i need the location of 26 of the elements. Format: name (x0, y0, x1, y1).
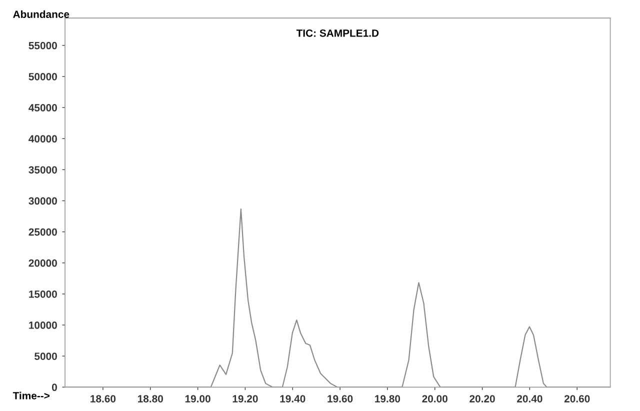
y-axis-title: Abundance (13, 10, 70, 18)
x-tick-label: 20.00 (422, 395, 448, 402)
y-tick-label: 45000 (28, 104, 57, 112)
x-axis-title: Time--> (12, 392, 50, 400)
text: TIC: SAMPLE1.D (296, 29, 379, 37)
y-tick-label: 55000 (28, 42, 57, 50)
y-tick-label: 25000 (28, 228, 57, 236)
x-tick-label: 18.60 (90, 395, 116, 402)
y-tick-label: 0 (52, 384, 57, 392)
y-tick-label: 30000 (28, 197, 57, 205)
x-tick-label: 19.20 (232, 395, 258, 402)
y-tick-label: 10000 (29, 322, 57, 329)
y-tick-label: 40000 (28, 135, 57, 142)
y-tick-label: 5000 (34, 352, 57, 360)
x-tick-label: 19.40 (280, 395, 306, 402)
x-tick-label: 19.00 (185, 395, 210, 402)
y-tick-label: 20000 (28, 259, 57, 267)
x-tick-label: 20.60 (564, 395, 590, 402)
y-tick-label: 15000 (29, 290, 57, 298)
x-tick-label: 19.60 (328, 395, 353, 402)
x-tick-label: 20.40 (517, 395, 542, 402)
y-tick-label: 50000 (28, 72, 57, 80)
x-tick-label: 19.80 (375, 395, 400, 402)
y-tick-label: 35000 (28, 166, 57, 174)
x-tick-label: 20.20 (470, 395, 495, 402)
x-tick-label: 18.80 (138, 395, 163, 402)
